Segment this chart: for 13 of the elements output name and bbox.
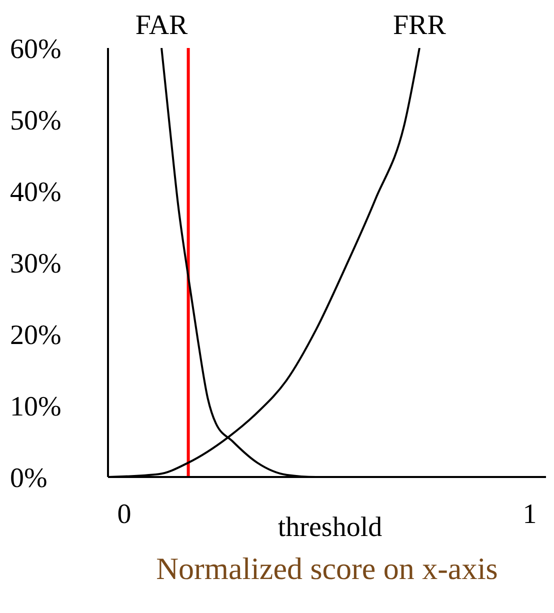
text: threshold <box>278 512 382 543</box>
x-tick-label: 1 <box>522 498 537 530</box>
y-tick-label: 50% <box>10 105 62 136</box>
x-tick-label: 0 <box>117 498 132 530</box>
y-tick-label: 20% <box>10 320 62 351</box>
series-label: FAR <box>135 10 188 41</box>
y-tick-label: 10% <box>10 391 62 422</box>
series-label: FRR <box>393 10 446 41</box>
y-tick-label: 0% <box>10 462 48 494</box>
x-axis-title: Normalized score on x-axis <box>156 551 498 586</box>
y-tick-label: 60% <box>10 34 62 65</box>
y-tick-label: 30% <box>10 248 62 280</box>
y-tick-label: 40% <box>10 176 62 208</box>
